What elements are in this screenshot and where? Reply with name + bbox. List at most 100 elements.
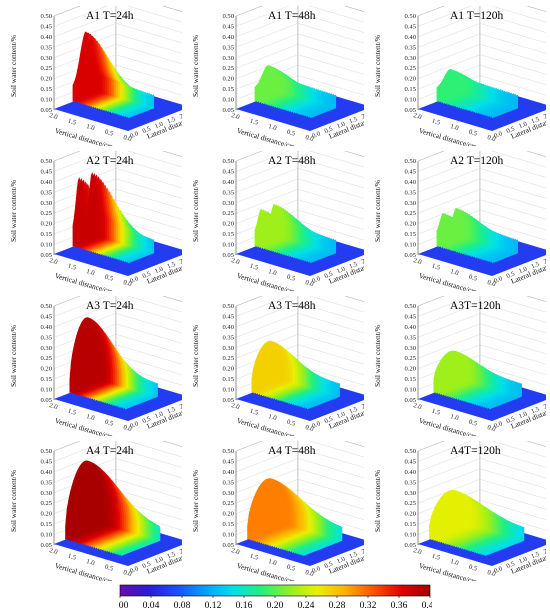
surface-slice [72, 172, 99, 247]
z-tick-label: 0.20 [40, 221, 52, 228]
z-tick-label: 0.40 [40, 179, 52, 186]
z-gridline [417, 151, 546, 172]
x-tick-label: 1.5 [67, 408, 78, 417]
z-gridline [417, 441, 546, 462]
z-gridline [235, 178, 364, 203]
z-tick-label: 0.15 [404, 231, 416, 238]
y-tick-label: 1.5 [166, 406, 177, 416]
x-tick-label: 2.0 [412, 402, 423, 411]
z-tick-label: 0.15 [40, 86, 52, 93]
x-tick-label: 0.5 [286, 564, 297, 573]
z-gridline [417, 64, 546, 90]
surface-panel: 0.05 0.10 0.15 0.20 0.25 0.30 0.35 0.40 0.45 0.50… [186, 151, 364, 291]
z-tick-label: 0.05 [40, 542, 52, 549]
y-tick-label: 0.0 [311, 420, 322, 430]
x-tick-label: 0.5 [286, 129, 297, 138]
z-tick-label: 0.25 [40, 210, 52, 217]
z-gridline [417, 334, 546, 359]
colorbar-tick-label: 0.32 [360, 600, 377, 611]
colorbar-tick-label: 0.04 [143, 600, 160, 611]
surface-panel: 0.05 0.10 0.15 0.20 0.25 0.30 0.35 0.40 0.45 0.50… [368, 441, 546, 581]
y-tick-label: 2.0 [361, 546, 364, 556]
x-tick-label: 1.5 [249, 118, 260, 127]
x-tick-label: 0.0 [486, 569, 497, 578]
y-tick-label: 0.0 [129, 565, 140, 575]
y-tick-label: 1.5 [166, 551, 177, 561]
z-axis-label: Soil water content/% [373, 35, 382, 97]
z-tick-label: 0.30 [404, 200, 416, 207]
colorbar-tick-label: 0.20 [267, 600, 284, 611]
z-gridline [53, 151, 182, 162]
panel-title: A3T=120h [450, 300, 501, 312]
z-tick-label: 0.35 [222, 189, 234, 196]
z-axis-label: Soil water content/% [373, 180, 382, 242]
y-tick-label: 1.5 [348, 406, 359, 416]
colorbar-tick-label: 0.24 [298, 600, 315, 611]
colorbar-tick-label: 0.12 [205, 600, 222, 611]
z-tick-label: 0.25 [404, 210, 416, 217]
z-tick-label: 0.30 [222, 490, 234, 497]
x-tick-label: 2.0 [48, 257, 59, 266]
z-tick-label: 0.50 [40, 448, 52, 455]
z-tick-label: 0.20 [404, 221, 416, 228]
x-tick-label: 2.0 [230, 257, 241, 266]
x-tick-label: 0.5 [468, 129, 479, 138]
z-tick-label: 0.40 [222, 324, 234, 331]
z-tick-label: 0.35 [222, 479, 234, 486]
z-gridline [417, 6, 546, 17]
z-axis-label: Soil water content/% [373, 470, 382, 532]
z-tick-label: 0.25 [404, 500, 416, 507]
y-tick-label: 1.5 [166, 116, 177, 126]
z-tick-label: 0.10 [404, 97, 416, 104]
z-gridline [417, 296, 546, 317]
x-tick-label: 0.5 [468, 274, 479, 283]
z-gridline [417, 44, 546, 69]
z-gridline [53, 323, 182, 348]
z-gridline [53, 168, 182, 193]
x-tick-label: 1.0 [449, 123, 460, 132]
z-tick-label: 0.25 [222, 65, 234, 72]
z-gridline [53, 296, 182, 317]
z-tick-label: 0.10 [40, 387, 52, 394]
z-tick-label: 0.45 [222, 23, 234, 30]
x-tick-label: 1.0 [449, 268, 460, 277]
z-gridline [235, 151, 364, 162]
y-tick-label: 0.5 [142, 270, 153, 280]
y-tick-label: 0.5 [324, 270, 335, 280]
panel-title: A2 T=48h [268, 155, 316, 167]
z-tick-label: 0.30 [222, 200, 234, 207]
colorbar-tick-label: 0.28 [329, 600, 346, 611]
x-tick-label: 1.0 [85, 268, 96, 277]
z-tick-label: 0.50 [40, 13, 52, 20]
y-tick-label: 2.0 [543, 401, 546, 411]
z-tick-label: 0.45 [222, 458, 234, 465]
z-tick-label: 0.30 [404, 345, 416, 352]
colorbar: 0.00 0.04 0.08 0.12 0.16 0.20 0.24 0.28 0.32 0.36… [118, 583, 432, 613]
y-tick-label: 0.0 [311, 130, 322, 140]
panel-title: A1 T=48h [268, 10, 316, 22]
z-tick-label: 0.15 [222, 521, 234, 528]
z-tick-label: 0.25 [404, 355, 416, 362]
panel-title: A4 T=48h [268, 445, 316, 457]
z-axis-label: Soil water content/% [191, 180, 200, 242]
z-gridline [417, 447, 546, 473]
z-tick-label: 0.35 [222, 334, 234, 341]
y-tick-label: 2.0 [361, 256, 364, 266]
z-gridline [235, 313, 364, 338]
x-tick-label: 2.0 [48, 402, 59, 411]
y-tick-label: 1.0 [154, 265, 165, 275]
y-tick-label: 2.0 [361, 111, 364, 121]
y-tick-label: 0.0 [129, 130, 140, 140]
surface-plot-svg: 0.050.100.150.200.250.300.350.400.450.50… [373, 151, 546, 291]
z-tick-label: 0.05 [404, 542, 416, 549]
z-gridline [53, 33, 182, 58]
y-tick-label: 1.0 [336, 555, 347, 565]
z-tick-label: 0.10 [222, 387, 234, 394]
z-gridline [235, 296, 364, 317]
z-gridline [53, 302, 182, 328]
panel-title: A2 T=120h [450, 155, 504, 167]
z-axis-label: Soil water content/% [191, 470, 200, 532]
z-tick-label: 0.10 [404, 532, 416, 539]
x-tick-label: 0.0 [122, 569, 133, 578]
